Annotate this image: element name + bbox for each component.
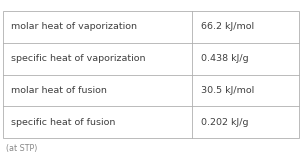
Text: 30.5 kJ/mol: 30.5 kJ/mol: [201, 86, 254, 95]
Text: 0.202 kJ/g: 0.202 kJ/g: [201, 118, 248, 127]
Text: (at STP): (at STP): [6, 144, 37, 153]
Text: specific heat of vaporization: specific heat of vaporization: [11, 54, 145, 63]
Bar: [3, 11, 299, 138]
Text: molar heat of fusion: molar heat of fusion: [11, 86, 106, 95]
Text: specific heat of fusion: specific heat of fusion: [11, 118, 115, 127]
Text: 0.438 kJ/g: 0.438 kJ/g: [201, 54, 249, 63]
Text: molar heat of vaporization: molar heat of vaporization: [11, 22, 137, 31]
Text: 66.2 kJ/mol: 66.2 kJ/mol: [201, 22, 254, 31]
